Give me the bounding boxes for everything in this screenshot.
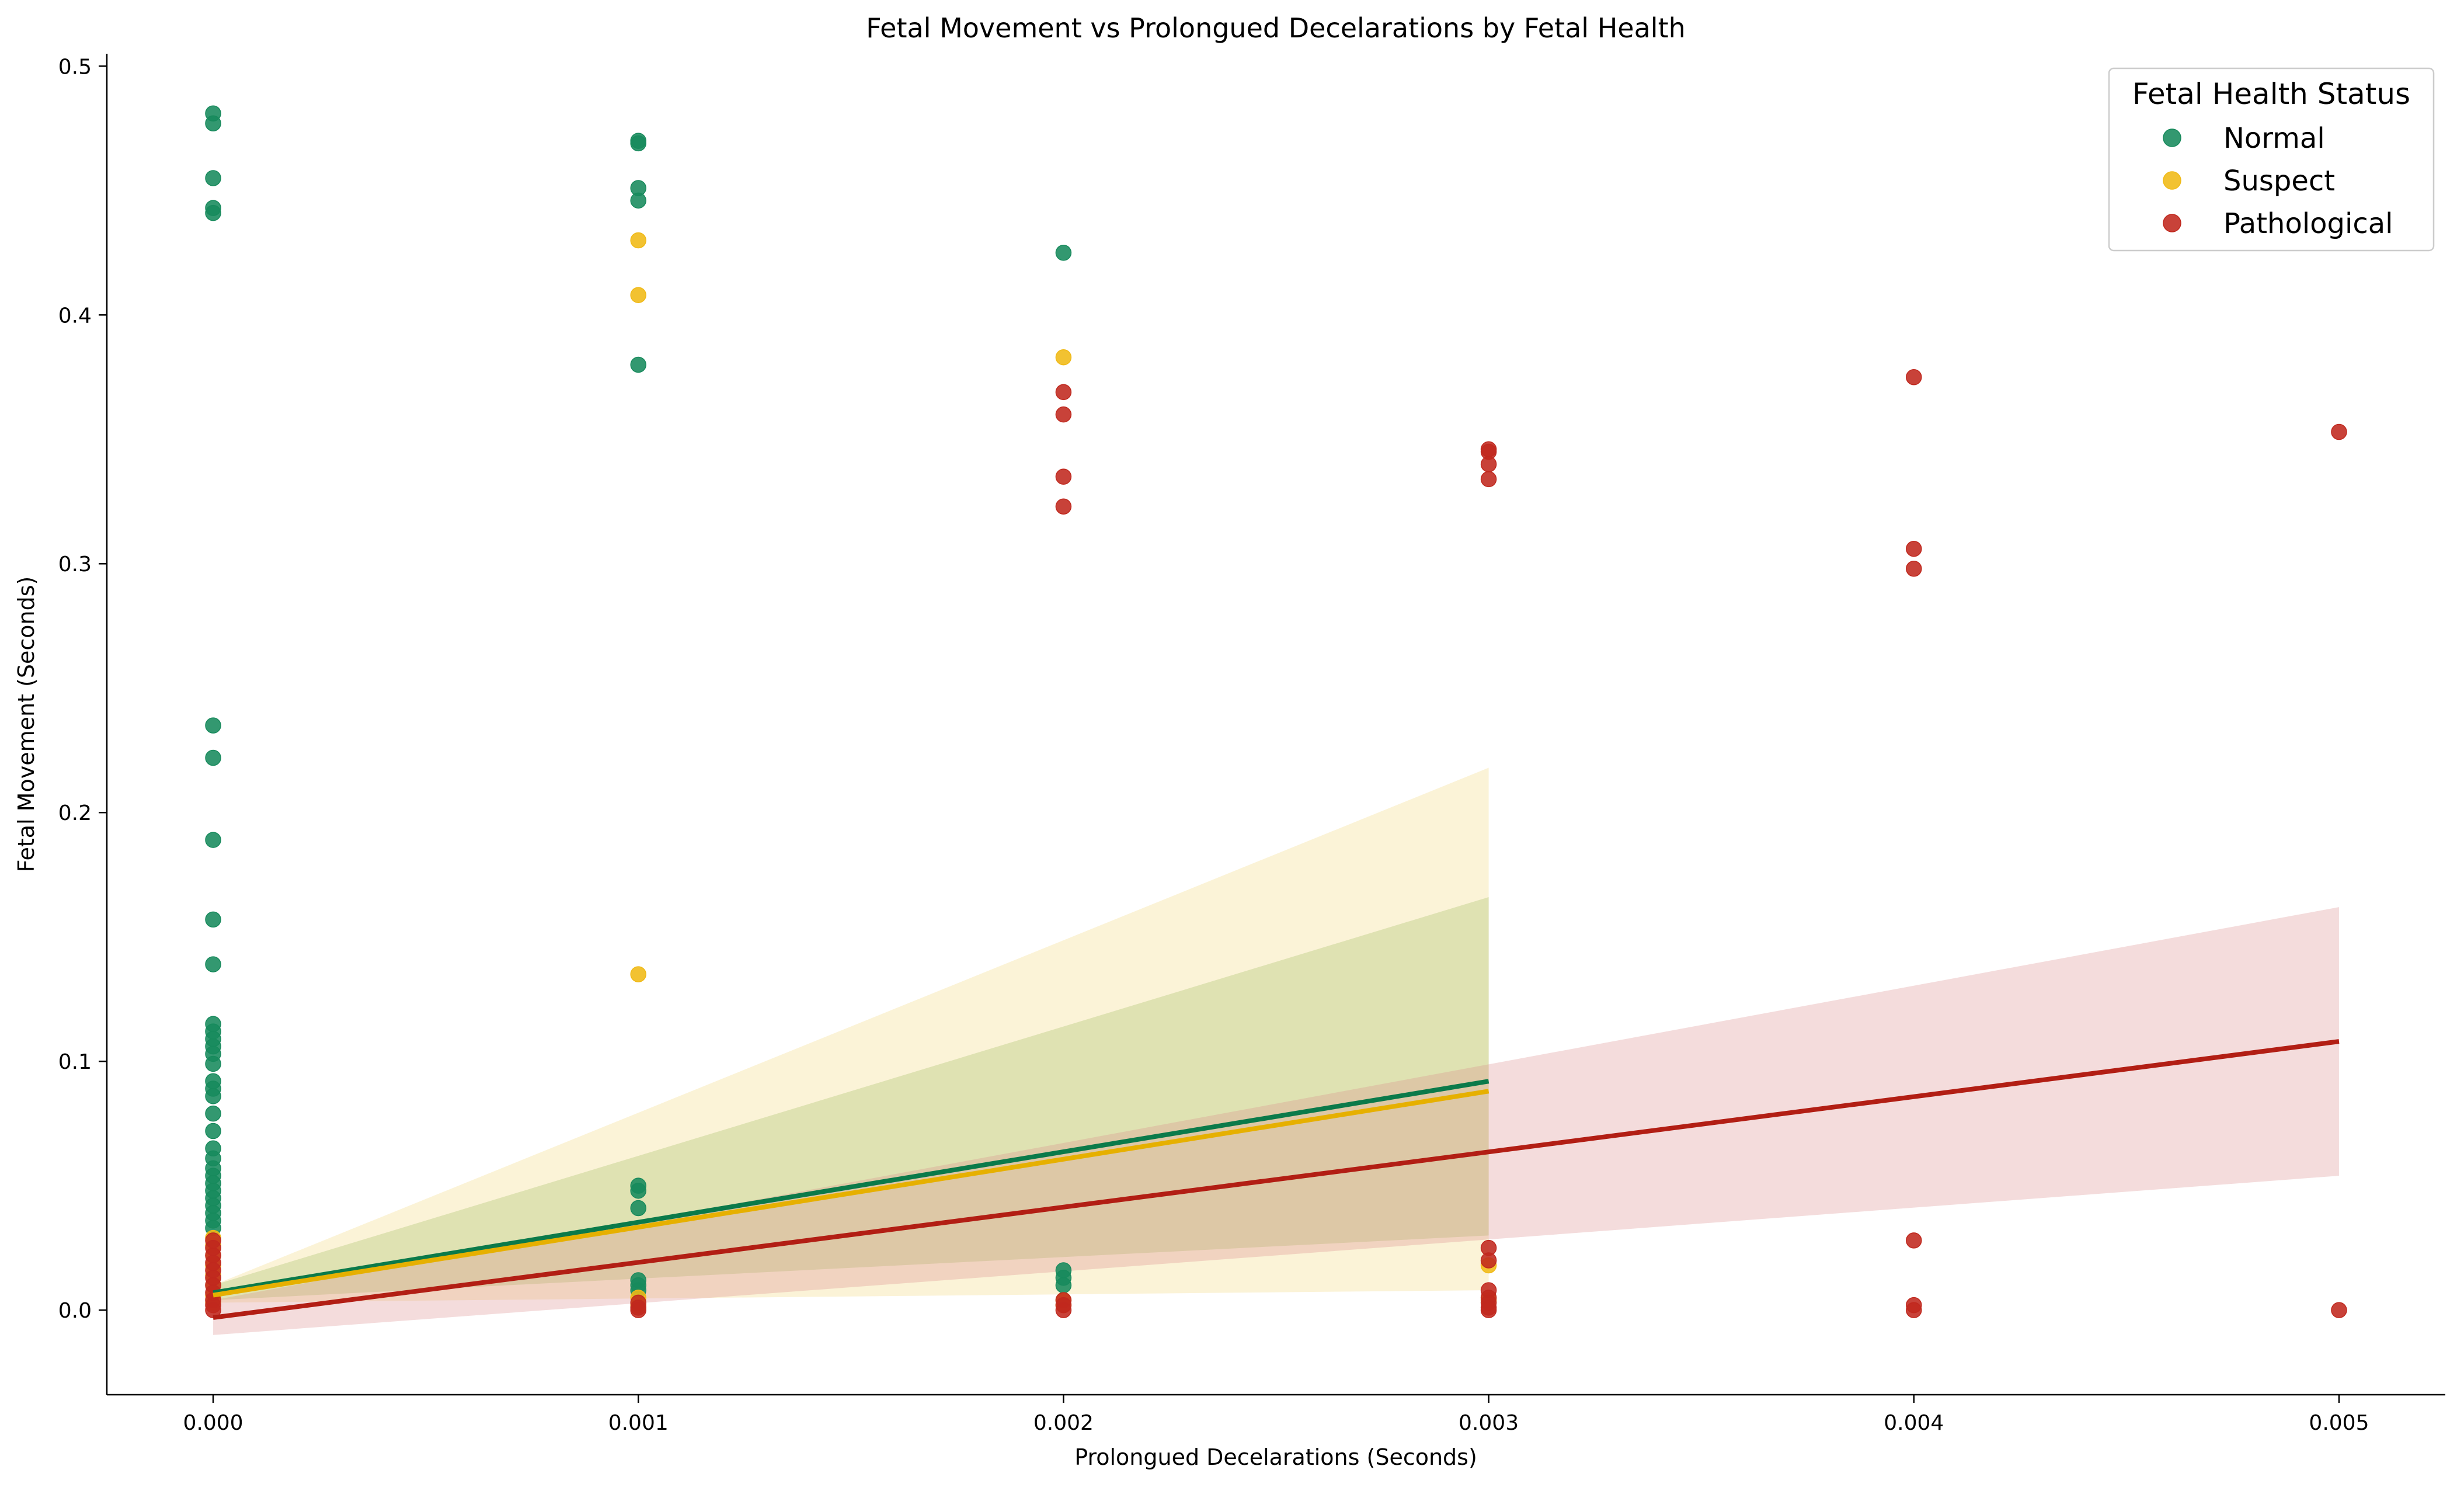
- legend-title: Fetal Health Status: [2132, 77, 2410, 111]
- point-pathological: [1480, 1252, 1497, 1269]
- y-tick-label: 0.5: [58, 55, 92, 79]
- legend-marker-pathological: [2163, 214, 2181, 232]
- regression-line-normal: [213, 1079, 1489, 1295]
- legend-label-normal: Normal: [2223, 122, 2325, 155]
- point-normal: [1055, 1277, 1072, 1294]
- legend-frame: [2108, 67, 2435, 252]
- point-pathological: [1906, 1232, 1922, 1249]
- y-tick-label: 0.3: [58, 553, 92, 576]
- point-pathological: [1480, 1302, 1497, 1318]
- point-pathological: [1055, 406, 1072, 423]
- x-tick-label: 0.003: [1459, 1411, 1519, 1435]
- point-pathological: [205, 1302, 221, 1318]
- point-normal: [1055, 245, 1072, 261]
- legend-items: Normal Suspect Pathological: [2163, 122, 2393, 240]
- legend-label-suspect: Suspect: [2223, 165, 2335, 197]
- x-tick-label: 0.000: [183, 1411, 243, 1435]
- y-tick-label: 0.0: [58, 1299, 92, 1323]
- point-normal: [205, 749, 221, 766]
- regression-line-pathological: [213, 1039, 2340, 1320]
- confidence-band-suspect: [213, 767, 1489, 1303]
- y-tick-label: 0.4: [58, 304, 92, 328]
- x-tick-label: 0.002: [1033, 1411, 1094, 1435]
- regression-line-suspect: [213, 1089, 1489, 1298]
- y-tick-label: 0.1: [58, 1050, 92, 1074]
- point-suspect: [630, 232, 646, 249]
- point-suspect: [630, 966, 646, 982]
- point-normal: [205, 1105, 221, 1122]
- point-pathological: [1480, 471, 1497, 488]
- point-pathological: [2331, 1302, 2347, 1318]
- point-suspect: [630, 287, 646, 303]
- point-pathological: [1906, 1302, 1922, 1318]
- point-suspect: [1055, 349, 1072, 366]
- point-normal: [630, 1182, 646, 1199]
- point-pathological: [1055, 498, 1072, 515]
- confidence-bands: [213, 767, 2339, 1335]
- point-pathological: [2331, 423, 2347, 440]
- y-axis-label: Fetal Movement (Seconds): [13, 576, 39, 873]
- x-tick-label: 0.001: [608, 1411, 669, 1435]
- y-tick-label: 0.2: [58, 801, 92, 825]
- x-tick-label: 0.004: [1884, 1411, 1944, 1435]
- confidence-band-normal: [213, 897, 1489, 1301]
- point-normal: [630, 135, 646, 152]
- point-pathological: [1906, 561, 1922, 577]
- legend-marker-normal: [2163, 128, 2181, 147]
- data-points: [205, 105, 2347, 1318]
- point-normal: [205, 956, 221, 972]
- point-pathological: [630, 1302, 646, 1318]
- point-normal: [205, 832, 221, 848]
- point-normal: [205, 1088, 221, 1104]
- point-normal: [630, 192, 646, 209]
- y-axis-ticks: 0.0 0.1 0.2 0.3 0.4 0.5: [58, 55, 107, 1323]
- point-normal: [630, 356, 646, 373]
- point-normal: [630, 1200, 646, 1217]
- point-normal: [205, 717, 221, 734]
- legend-label-pathological: Pathological: [2223, 207, 2393, 240]
- point-normal: [205, 170, 221, 186]
- legend: Fetal Health Status Normal Suspect Patholo…: [2108, 67, 2435, 252]
- regression-lines: [213, 1039, 2340, 1320]
- point-normal: [205, 1055, 221, 1072]
- point-pathological: [1906, 540, 1922, 557]
- x-axis-label: Prolongued Decelarations (Seconds): [1074, 1444, 1477, 1470]
- point-normal: [205, 911, 221, 928]
- confidence-band-pathological: [213, 907, 2339, 1335]
- x-axis-ticks: 0.000 0.001 0.002 0.003 0.004 0.005: [183, 1395, 2369, 1435]
- point-pathological: [1480, 456, 1497, 472]
- point-pathological: [1055, 468, 1072, 485]
- point-pathological: [1055, 384, 1072, 401]
- point-normal: [205, 204, 221, 221]
- chart-title: Fetal Movement vs Prolongued Decelaratio…: [866, 12, 1686, 44]
- point-pathological: [1906, 369, 1922, 385]
- point-pathological: [1055, 1302, 1072, 1318]
- point-normal: [205, 1123, 221, 1139]
- x-tick-label: 0.005: [2309, 1411, 2369, 1435]
- legend-marker-suspect: [2163, 171, 2181, 190]
- point-normal: [205, 115, 221, 132]
